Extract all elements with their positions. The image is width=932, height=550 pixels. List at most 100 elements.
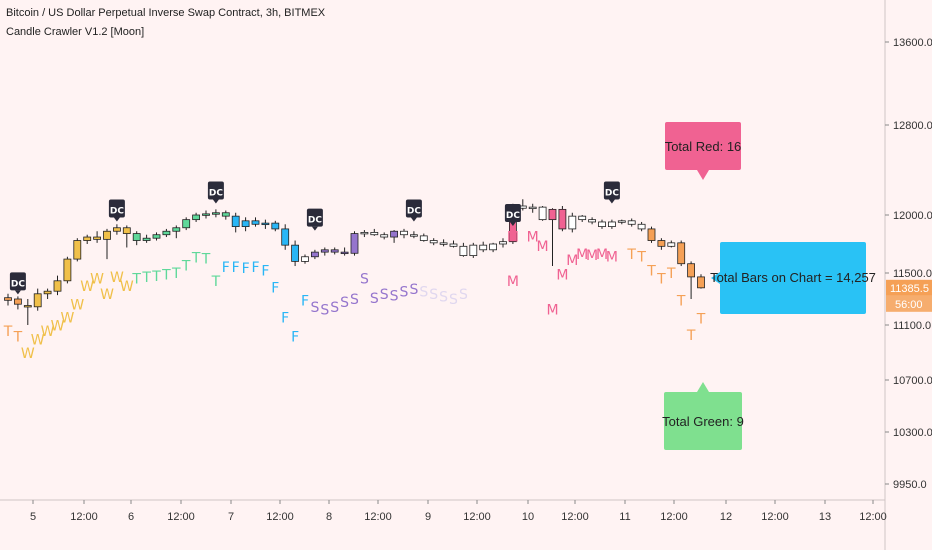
candle: [281, 228, 290, 246]
time-tick-label: 11: [619, 511, 630, 523]
candle: [211, 212, 220, 215]
dc-label-box: [603, 181, 620, 200]
dc-label-box: [207, 181, 224, 200]
time-tick-label: 10: [522, 511, 534, 523]
time-tick-label: 8: [326, 511, 332, 523]
candle: [261, 222, 270, 226]
candle: [231, 215, 240, 228]
time-tick-label: 12:00: [266, 511, 294, 523]
pattern-marker: F: [281, 310, 289, 326]
candle: [370, 231, 379, 236]
candle: [113, 227, 121, 232]
pattern-marker: S: [419, 284, 428, 300]
last-price-value: 11385.5: [890, 283, 929, 295]
chart-title: Bitcoin / US Dollar Perpetual Inverse Sw…: [6, 7, 326, 19]
pattern-marker: S: [429, 287, 438, 303]
candle: [588, 219, 596, 223]
candle: [4, 297, 12, 301]
candle: [390, 230, 399, 238]
candle: [33, 293, 42, 308]
candle: [528, 206, 537, 210]
time-tick-label: 9: [425, 511, 431, 523]
candle: [93, 236, 101, 240]
pattern-marker: T: [696, 312, 706, 328]
pattern-marker: T: [201, 252, 211, 268]
pattern-marker: S: [449, 292, 458, 308]
time-tick-label: 13: [819, 511, 831, 523]
dc-label-pointer: [410, 217, 417, 222]
pattern-marker: W: [41, 324, 55, 340]
pattern-marker: F: [232, 260, 240, 276]
pattern-marker: T: [13, 330, 23, 346]
pattern-marker: S: [459, 287, 468, 303]
time-tick-label: 12: [720, 511, 732, 523]
pattern-marker: S: [350, 292, 359, 308]
candle: [83, 236, 92, 241]
candle: [677, 242, 686, 265]
dc-label-box: [108, 199, 125, 218]
countdown-value: 56:00: [895, 299, 923, 311]
pattern-marker: T: [151, 269, 161, 285]
price-tick-label: 10300.0: [893, 427, 932, 439]
pattern-marker: W: [80, 279, 94, 295]
candle: [449, 243, 458, 247]
candle: [697, 276, 705, 289]
price-tick-label: 10700.0: [893, 375, 932, 387]
dc-label-text: DC: [308, 216, 322, 226]
candle: [162, 230, 171, 236]
pattern-marker: T: [646, 264, 656, 280]
candle: [667, 242, 676, 247]
candle: [53, 280, 62, 292]
candle: [251, 220, 260, 225]
time-tick-label: 12:00: [660, 511, 688, 523]
pattern-marker: W: [31, 332, 45, 348]
total-red-pointer: [697, 170, 709, 180]
pattern-marker: S: [390, 288, 399, 304]
price-tick-label: 11100.0: [893, 320, 931, 332]
pattern-marker: M: [576, 247, 588, 263]
time-tick-label: 6: [128, 511, 134, 523]
time-tick-label: 12:00: [761, 511, 789, 523]
candle: [291, 244, 300, 262]
dc-label-box: [504, 204, 521, 222]
pattern-marker: S: [340, 295, 349, 311]
time-tick-label: 12:00: [167, 511, 195, 523]
pattern-marker: M: [546, 303, 558, 319]
pattern-marker: T: [656, 271, 666, 287]
candle: [578, 215, 587, 221]
candle: [617, 220, 626, 223]
pattern-marker: S: [320, 303, 329, 319]
total-bars-pointer: [711, 272, 720, 284]
pattern-marker: F: [251, 260, 259, 276]
total-bars-label: Total Bars on Chart = 14,257: [710, 270, 876, 285]
pattern-marker: T: [626, 247, 636, 263]
candle: [647, 228, 656, 241]
pattern-marker: S: [310, 300, 319, 316]
candle: [221, 212, 230, 217]
candle: [608, 221, 616, 228]
candle: [360, 231, 369, 235]
candle: [103, 230, 111, 240]
candle: [73, 240, 82, 260]
time-tick-label: 12:00: [463, 511, 491, 523]
last-price-tag: [886, 279, 932, 296]
pattern-marker: F: [242, 261, 250, 277]
candle: [380, 234, 389, 238]
candle: [400, 230, 408, 236]
candle: [548, 208, 557, 221]
candle: [310, 251, 319, 258]
pattern-marker: T: [161, 268, 171, 284]
pattern-marker: T: [686, 328, 696, 344]
candle: [657, 240, 666, 247]
candle: [202, 213, 210, 216]
price-tick-label: 11500.0: [893, 268, 932, 280]
pattern-marker: M: [596, 247, 608, 263]
total-bars-box: [720, 242, 866, 314]
candle: [687, 263, 695, 278]
pattern-marker: S: [400, 284, 409, 300]
candle: [340, 251, 349, 255]
pattern-marker: T: [131, 271, 141, 287]
pattern-marker: F: [291, 330, 299, 346]
dc-label-text: DC: [11, 279, 25, 289]
